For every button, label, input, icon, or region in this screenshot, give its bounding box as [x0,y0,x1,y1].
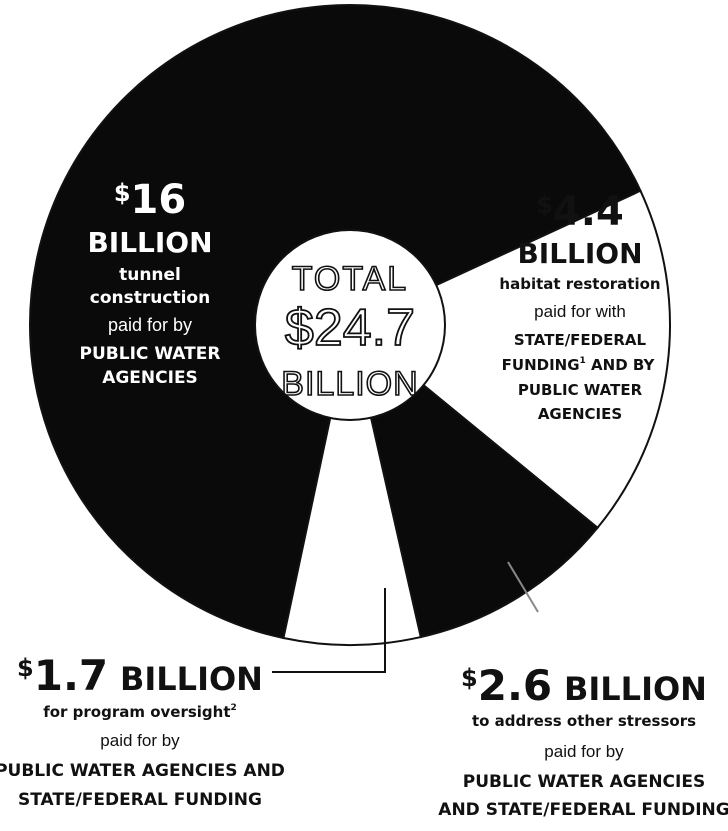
center-total-unit: BILLION [281,365,418,403]
label-other-stressors: $2.6 BILLION to address other stressors … [438,661,728,820]
purpose-2-6: to address other stressors [472,712,696,730]
purpose-16-line2: construction [90,288,210,308]
svg-text:FUNDING1 AND BY: FUNDING1 AND BY [502,356,656,374]
payer-4-4-line3: AND BY [591,356,655,374]
amount-16: 16 [131,177,187,223]
payer-4-4-line1: STATE/FEDERAL [514,331,647,349]
purpose-4-4: habitat restoration [499,275,660,293]
svg-text:$2.6 BILLION: $2.6 BILLION [461,661,707,710]
slice-other-stressors [348,322,599,639]
purpose-1-7: for program oversight [43,703,230,721]
amount-1-7: 1.7 [34,651,108,700]
leader-line-oversight [272,588,386,673]
slice-habitat-restoration [348,189,671,530]
amount-4-4: 4.4 [553,189,624,235]
payer-16-line2: AGENCIES [102,368,198,388]
unit-1-7: BILLION [120,660,263,698]
paid-4-4: paid for with [534,302,626,321]
svg-text:for program oversight2: for program oversight2 [43,703,237,721]
svg-text:$1.7 BILLION: $1.7 BILLION [17,651,263,700]
svg-text:$4.4: $4.4 [536,189,624,235]
paid-1-7: paid for by [100,731,180,750]
payer-16-line1: PUBLIC WATER [80,344,221,364]
unit-4-4: BILLION [517,237,642,270]
footnote-1: 1 [580,356,586,366]
payer-1-7-line2: STATE/FEDERAL FUNDING [18,790,262,810]
payer-4-4-line5: AGENCIES [538,405,622,423]
leader-line-stressors [507,561,539,613]
svg-text:$16: $16 [114,177,186,223]
amount-2-6: 2.6 [478,661,552,710]
label-program-oversight: $1.7 BILLION for program oversight2 paid… [0,651,285,810]
purpose-16-line1: tunnel [119,265,181,285]
center-total-value: $24.7 [285,299,415,357]
payer-4-4-line4: PUBLIC WATER [518,381,643,399]
center-total-label: TOTAL [292,260,408,298]
unit-16: BILLION [87,226,212,259]
label-tunnel-construction: $16 BILLION tunnel construction paid for… [80,177,221,388]
payer-2-6-line1: PUBLIC WATER AGENCIES [463,772,705,792]
slice-program-oversight [282,324,422,646]
footnote-2: 2 [231,703,237,713]
unit-2-6: BILLION [564,670,707,708]
payer-4-4-line2: FUNDING [502,356,580,374]
paid-16: paid for by [108,315,192,335]
donut-center-hole [254,229,446,421]
payer-2-6-line2: AND STATE/FEDERAL FUNDING [438,800,728,820]
label-habitat-restoration: $4.4 BILLION habitat restoration paid fo… [499,189,660,423]
paid-2-6: paid for by [544,742,624,761]
payer-1-7-line1: PUBLIC WATER AGENCIES AND [0,761,285,781]
